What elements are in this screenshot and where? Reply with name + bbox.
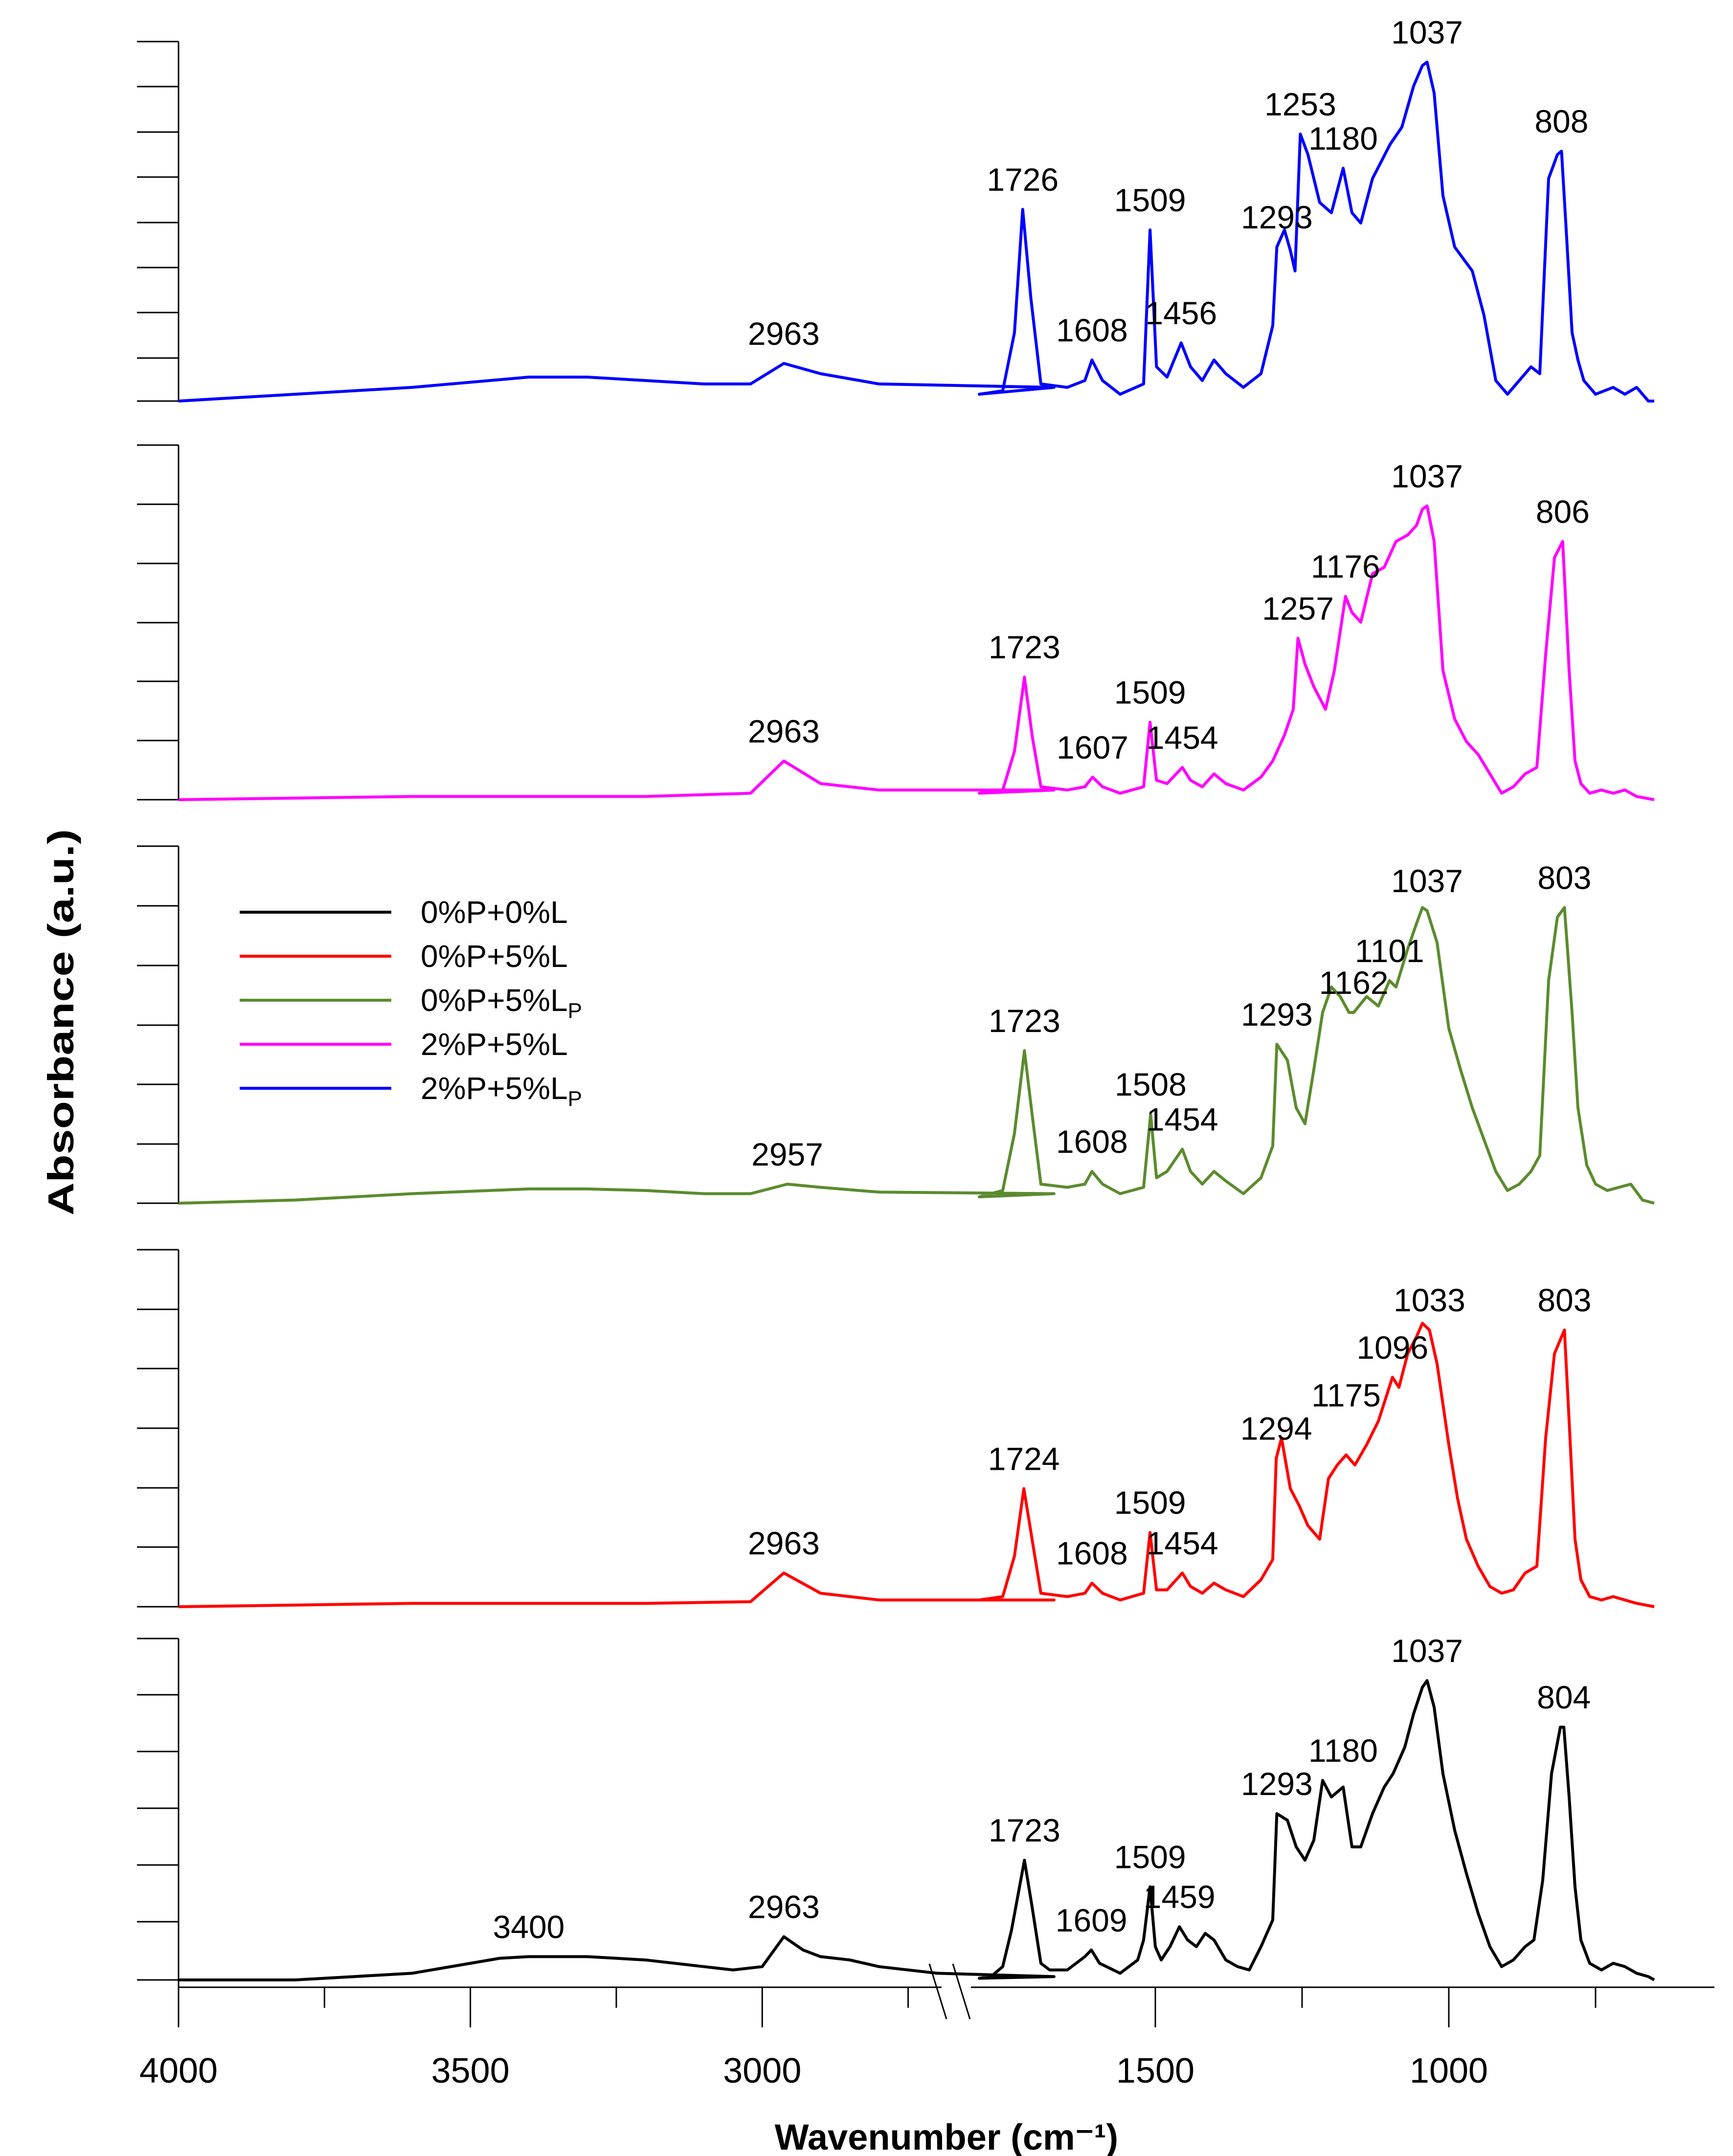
peak-label: 1454 [1147,1525,1218,1561]
peak-label: 1176 [1311,548,1380,584]
panel-2: 2963 1723 1607 1509 1454 1257 1176 1037 806 [137,444,1655,801]
legend: 0%P+0%L 0%P+5%L 0%P+5%LP 2%P+5%L 2%P+5%LP [240,895,582,1111]
peak-label: 1508 [1115,1066,1187,1102]
peak-label: 803 [1537,1282,1591,1318]
peak-label: 2963 [748,315,820,352]
peak-label: 1257 [1262,590,1334,627]
peak-label: 1456 [1145,295,1217,331]
x-axis: 4000 3500 3000 1500 1000 [139,1963,1714,2090]
peak-label: 1609 [1056,1902,1127,1938]
peak-label: 1294 [1240,1410,1312,1446]
peak-label: 1037 [1391,863,1463,899]
peak-label: 1608 [1056,1123,1128,1160]
peak-label: 2957 [751,1136,823,1172]
legend-label: 2%P+5%LP [421,1071,582,1111]
legend-label: 0%P+0%L [421,895,568,930]
peak-label: 1608 [1056,312,1128,348]
peak-label: 1509 [1114,1839,1186,1875]
peak-label: 1037 [1391,1633,1463,1669]
peak-label: 1726 [987,161,1058,198]
peak-label: 1175 [1311,1377,1381,1413]
peak-label: 808 [1534,103,1588,139]
x-tick-label: 4000 [139,2051,218,2090]
peak-label: 3400 [493,1909,565,1945]
peak-label: 2963 [748,1525,820,1561]
peak-label: 2963 [748,1889,820,1925]
peak-label: 1293 [1241,1766,1313,1802]
x-tick-label: 3000 [723,2051,801,2090]
peak-label: 1096 [1356,1329,1428,1366]
peak-label: 1253 [1264,86,1336,122]
peak-label: 1723 [989,1812,1060,1848]
x-tick-label: 1500 [1116,2051,1194,2090]
peak-label: 1454 [1147,1101,1218,1138]
peak-label: 1509 [1114,182,1186,218]
spectra-panels: 2963172616081509145612931253118010378082… [137,14,1655,1987]
axis-break-mark [952,1963,971,2020]
x-axis-title: Wavenumber (cm⁻¹) [775,2117,1118,2156]
peak-label: 2963 [748,713,820,749]
series-line [179,1679,1655,1981]
series-line [178,1322,1655,1608]
legend-label: 0%P+5%L [421,939,568,974]
x-tick-label: 3500 [431,2051,510,2090]
peak-label: 1033 [1394,1282,1465,1318]
y-axis-title: Absorbance (a.u.) [41,829,81,1215]
peak-label: 803 [1537,860,1591,896]
peak-label: 1509 [1114,1484,1186,1521]
peak-label: 1459 [1144,1879,1215,1915]
legend-label: 0%P+5%LP [421,983,582,1023]
peak-label: 1724 [988,1441,1060,1477]
axis-break-mark [928,1963,947,2020]
series-line [178,61,1654,403]
peak-label: 804 [1537,1679,1591,1715]
peak-label: 806 [1536,494,1590,530]
peak-label: 1293 [1241,199,1313,235]
peak-label: 1101 [1355,933,1424,969]
peak-label: 1180 [1308,120,1378,157]
peak-label: 1454 [1147,719,1218,756]
peak-label: 1509 [1114,674,1186,711]
peak-label: 1037 [1391,458,1463,494]
peak-label: 1180 [1308,1732,1378,1769]
series-line [178,504,1655,801]
peak-label: 1037 [1391,14,1463,50]
legend-label: 2%P+5%L [421,1027,568,1062]
series-line [178,906,1655,1205]
peak-label: 1608 [1056,1535,1128,1572]
peak-label: 1723 [989,629,1060,665]
peak-label: 1162 [1319,965,1389,1001]
peak-label: 1293 [1241,996,1313,1033]
peak-label: 1723 [989,1003,1060,1039]
x-tick-label: 1000 [1410,2051,1488,2090]
peak-label: 1607 [1057,729,1128,765]
